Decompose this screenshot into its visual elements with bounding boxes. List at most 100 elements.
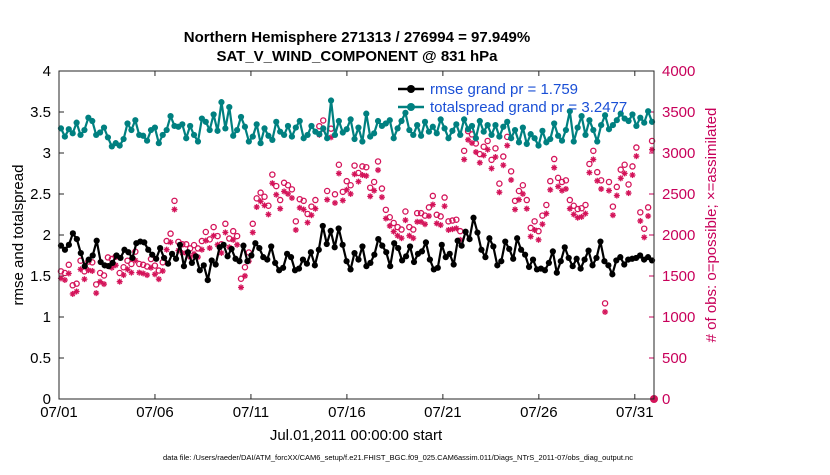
totalspread-point [120,135,127,143]
rmse-point [315,246,322,253]
y-tick-label-left: 1.5 [30,268,51,285]
rmse-point [224,253,231,260]
totalspread-point [641,119,648,126]
obs-assimilated-point [429,201,436,208]
totalspread-point [81,126,88,134]
totalspread-point [143,137,151,144]
obs-possible-point [359,163,366,170]
rmse-point [343,258,350,265]
obs-assimilated-point [590,156,597,163]
obs-assimilated-point [81,276,88,283]
rmse-point [597,238,604,245]
rmse-point [593,254,600,262]
rmse-point [609,271,616,278]
obs-possible-point [202,228,210,236]
totalspread-point [116,142,123,149]
obs-possible-point [398,226,405,233]
totalspread-point [504,118,511,125]
rmse-point [256,245,263,252]
obs-possible-point [288,186,296,193]
rmse-point [387,263,394,270]
obs-possible-point [284,182,292,189]
rmse-point [164,260,172,267]
totalspread-point [578,113,585,120]
x-tick-label: 07/31 [616,404,654,421]
totalspread-point [601,112,609,119]
totalspread-point [637,114,644,121]
obs-assimilated-point [578,213,585,220]
obs-assimilated-point [265,211,272,218]
obs-assimilated-point [300,206,307,213]
obs-assimilated-point [570,211,577,218]
y-tick-label-left: 2 [43,227,51,244]
obs-possible-point [488,156,495,164]
rmse-point [200,262,207,269]
obs-possible-point [566,196,574,204]
totalspread-point [249,133,256,140]
totalspread-point [331,131,339,139]
rmse-point [303,260,311,267]
totalspread-point [625,117,632,125]
obs-assimilated-point [476,159,483,166]
obs-possible-point [637,209,644,216]
rmse-point [240,242,247,249]
totalspread-point [539,127,546,134]
obs-assimilated-point [562,185,569,192]
rmse-point [287,254,295,261]
y-tick-label-right: 4000 [662,63,695,80]
obs-assimilated-point [609,212,616,219]
y-tick-label-left: 2.5 [30,186,51,203]
rmse-point [371,251,378,258]
totalspread-point [304,131,311,139]
totalspread-point [437,116,444,123]
rmse-point [525,263,533,271]
totalspread-point [421,118,429,125]
obs-possible-point [319,117,327,124]
obs-assimilated-point [547,186,554,193]
obs-possible-point [492,145,499,152]
rmse-point [65,241,73,248]
rmse-point [581,256,588,263]
rmse-point [268,243,275,250]
totalspread-point [202,118,209,125]
obs-assimilated-point [347,190,354,197]
obs-assimilated-point [629,172,636,179]
totalspread-point [519,124,526,131]
obs-possible-point [347,182,354,189]
obs-possible-point [300,197,307,205]
totalspread-point [316,131,323,138]
y-tick-label-left: 0.5 [30,350,51,367]
y-axis-label-left: rmse and totalspread [10,165,27,306]
obs-possible-point [370,178,378,186]
rmse-point [426,256,433,263]
rmse-point [272,259,279,266]
totalspread-point [163,126,170,134]
obs-assimilated-point [120,272,127,279]
totalspread-point [590,126,597,134]
rmse-point [192,253,199,260]
rmse-point [541,267,549,274]
obs-possible-point [613,183,621,191]
obs-possible-point [609,203,617,210]
rmse-point [545,259,552,266]
obs-possible-point [237,275,245,282]
rmse-point [208,257,215,264]
obs-assimilated-point [633,153,640,160]
totalspread-point [535,142,542,149]
obs-assimilated-point [504,142,511,149]
obs-assimilated-point [93,290,100,297]
obs-possible-point [273,182,280,190]
totalspread-point [492,122,499,129]
rmse-point [506,245,513,253]
rmse-point [73,236,80,243]
totalspread-point [633,122,640,130]
rmse-point [494,262,501,269]
obs-possible-point [335,161,343,169]
totalspread-point [363,110,370,117]
obs-assimilated-point [253,204,260,211]
rmse-point [601,258,608,265]
totalspread-point [609,122,616,129]
x-tick-label: 07/01 [40,404,78,421]
totalspread-point [327,97,335,104]
